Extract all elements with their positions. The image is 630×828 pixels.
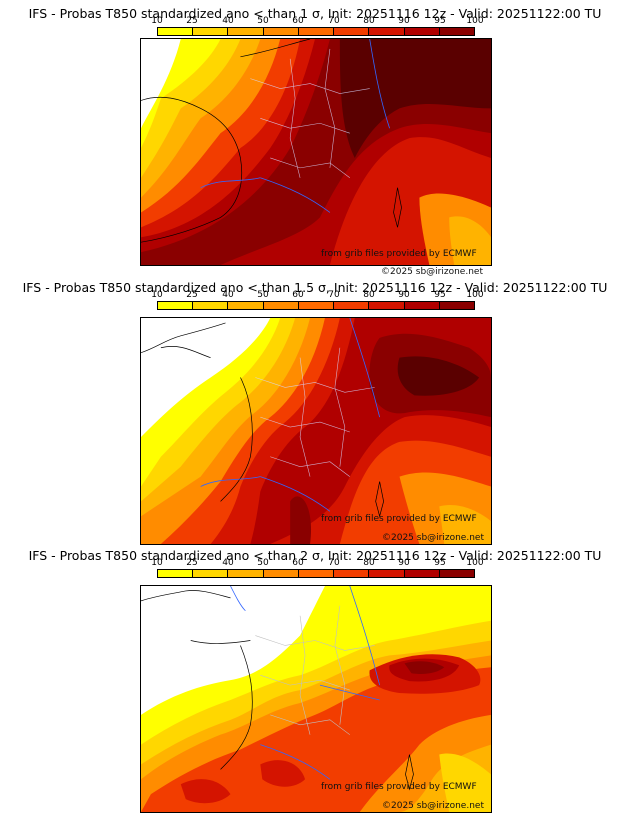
colorbar-ticks: 10 25 40 50 60 70 80 90 95 100 xyxy=(151,290,483,301)
colorbar-ticks: 10 25 40 50 60 70 80 90 95 100 xyxy=(151,16,483,27)
panel-title: IFS - Probas T850 standardized ano < tha… xyxy=(28,548,602,563)
colorbar-segment xyxy=(334,302,370,309)
colorbar-segment xyxy=(404,302,440,309)
tick-label: 60 xyxy=(292,16,304,26)
tick-label: 10 xyxy=(151,290,163,300)
tick-label: 100 xyxy=(466,290,484,300)
tick-label: 60 xyxy=(292,290,304,300)
tick-label: 90 xyxy=(398,558,410,568)
panel-title: IFS - Probas T850 standardized ano < tha… xyxy=(22,280,608,295)
tick-label: 70 xyxy=(328,290,340,300)
source-credit: from grib files provided by ECMWF xyxy=(321,782,477,792)
tick-label: 70 xyxy=(328,558,340,568)
tick-label: 10 xyxy=(151,558,163,568)
colorbar-segment xyxy=(158,570,194,577)
colorbar-segment xyxy=(193,302,229,309)
tick-label: 25 xyxy=(186,290,198,300)
tick-label: 70 xyxy=(328,16,340,26)
colorbar-segment xyxy=(228,570,264,577)
panel-title: IFS - Probas T850 standardized ano < tha… xyxy=(28,6,602,21)
tick-label: 50 xyxy=(257,290,269,300)
tick-label: 95 xyxy=(434,290,446,300)
colorbar xyxy=(157,301,475,310)
colorbar-ticks: 10 25 40 50 60 70 80 90 95 100 xyxy=(151,558,483,569)
tick-label: 95 xyxy=(434,558,446,568)
colorbar-segment xyxy=(263,570,299,577)
tick-label: 40 xyxy=(222,290,234,300)
copyright-credit: ©2025 sb@irizone.net xyxy=(382,801,484,811)
colorbar-segment xyxy=(228,28,264,35)
tick-label: 100 xyxy=(466,558,484,568)
tick-label: 50 xyxy=(257,16,269,26)
tick-label: 90 xyxy=(398,16,410,26)
tick-label: 40 xyxy=(222,558,234,568)
probability-map xyxy=(140,317,492,545)
colorbar-segment xyxy=(298,570,335,577)
tick-label: 25 xyxy=(186,16,198,26)
colorbar-segment xyxy=(263,302,299,309)
copyright-credit: ©2025 sb@irizone.net xyxy=(381,267,483,277)
map-panel-3: IFS - Probas T850 standardized ano < tha… xyxy=(0,548,630,824)
tick-label: 90 xyxy=(398,290,410,300)
colorbar-segment xyxy=(369,28,405,35)
map-panel-2: IFS - Probas T850 standardized ano < tha… xyxy=(0,280,630,556)
colorbar xyxy=(157,569,475,578)
colorbar-segment xyxy=(404,28,440,35)
colorbar xyxy=(157,27,475,36)
colorbar-segment xyxy=(404,570,440,577)
tick-label: 100 xyxy=(466,16,484,26)
colorbar-segment xyxy=(439,302,474,309)
source-credit: from grib files provided by ECMWF xyxy=(321,249,477,259)
colorbar-segment xyxy=(158,302,194,309)
map-panel-1: IFS - Probas T850 standardized ano < tha… xyxy=(0,6,630,282)
colorbar-segment xyxy=(334,28,370,35)
colorbar-segment xyxy=(369,302,405,309)
tick-label: 80 xyxy=(363,290,375,300)
colorbar-segment xyxy=(193,570,229,577)
probability-map xyxy=(140,585,492,813)
tick-label: 10 xyxy=(151,16,163,26)
colorbar-segment xyxy=(439,570,474,577)
probability-map xyxy=(140,38,492,266)
copyright-credit: ©2025 sb@irizone.net xyxy=(382,533,484,543)
colorbar-segment xyxy=(193,28,229,35)
colorbar-segment xyxy=(369,570,405,577)
colorbar-segment xyxy=(228,302,264,309)
colorbar-segment xyxy=(263,28,299,35)
tick-label: 80 xyxy=(363,558,375,568)
source-credit: from grib files provided by ECMWF xyxy=(321,514,477,524)
colorbar-segment xyxy=(439,28,474,35)
colorbar-segment xyxy=(158,28,194,35)
tick-label: 80 xyxy=(363,16,375,26)
colorbar-segment xyxy=(298,28,335,35)
tick-label: 95 xyxy=(434,16,446,26)
tick-label: 60 xyxy=(292,558,304,568)
tick-label: 25 xyxy=(186,558,198,568)
colorbar-segment xyxy=(334,570,370,577)
tick-label: 40 xyxy=(222,16,234,26)
tick-label: 50 xyxy=(257,558,269,568)
colorbar-segment xyxy=(298,302,335,309)
